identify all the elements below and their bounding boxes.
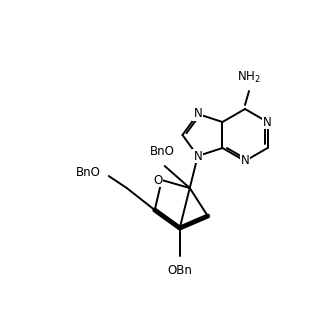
- Text: O: O: [153, 174, 162, 186]
- Text: OBn: OBn: [167, 264, 192, 277]
- Text: N: N: [193, 149, 202, 163]
- Text: N: N: [241, 154, 249, 168]
- Text: N: N: [193, 108, 202, 120]
- Text: NH$_2$: NH$_2$: [237, 70, 261, 85]
- Text: BnO: BnO: [76, 166, 101, 179]
- Text: N: N: [263, 115, 272, 128]
- Text: BnO: BnO: [150, 145, 175, 158]
